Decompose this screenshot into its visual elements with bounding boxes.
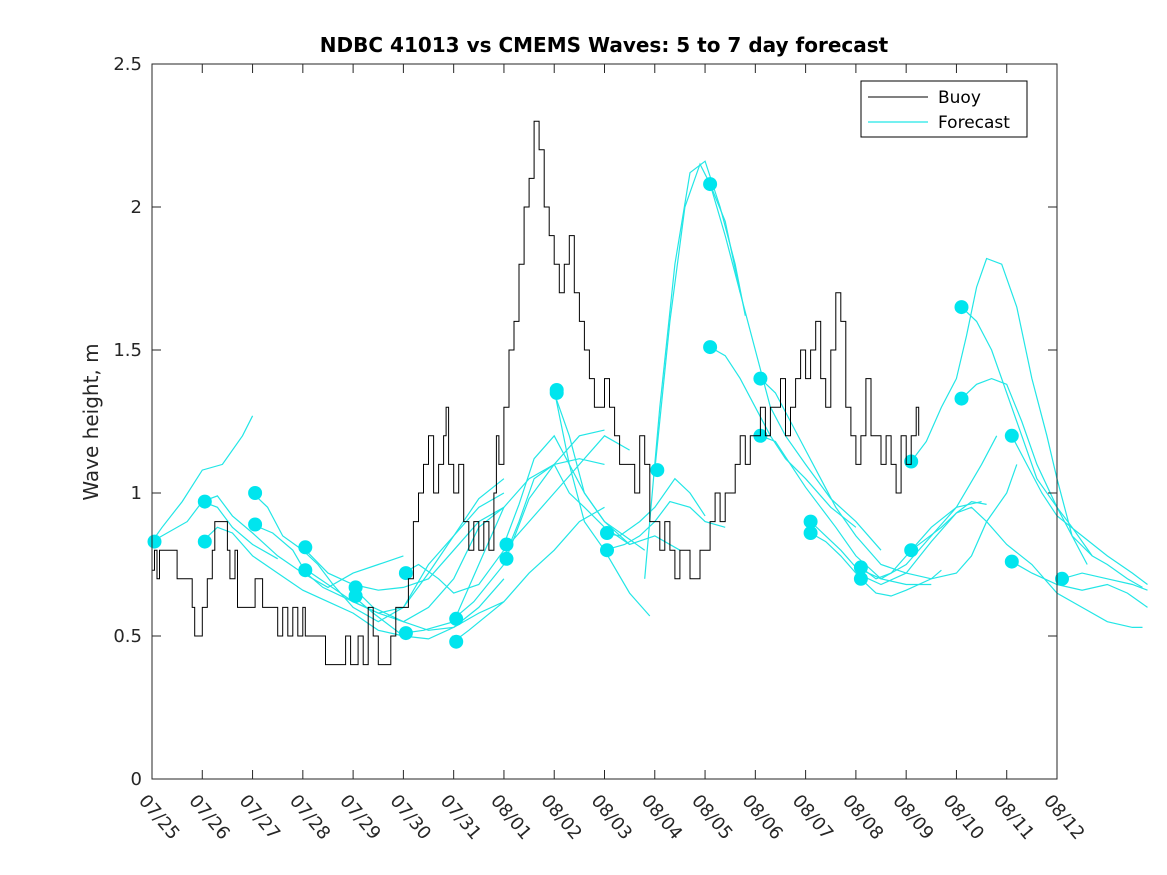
forecast-line-29 — [860, 569, 942, 597]
forecast-marker-33 — [1004, 554, 1019, 569]
y-tick-label-4: 2 — [131, 197, 142, 218]
x-tick-label-6: 07/31 — [436, 791, 485, 844]
forecast-line-0 — [151, 415, 254, 542]
axes: 00.511.522.507/25 07/26 07/27 07/28 07/29 07/… — [113, 54, 1088, 844]
forecast-line-14 — [503, 434, 681, 551]
x-tick-label-1: 07/26 — [184, 791, 233, 844]
forecast-marker-9 — [398, 566, 413, 581]
forecast-line-30 — [910, 257, 1088, 565]
forecast-marker-8 — [348, 589, 363, 603]
chart-title: NDBC 41013 vs CMEMS Waves: 5 to 7 day fo… — [320, 33, 889, 57]
x-tick-label-15: 08/09 — [888, 791, 937, 844]
forecast-line-13 — [453, 506, 605, 643]
forecast-marker-34 — [1055, 571, 1069, 586]
forecast-line-24 — [759, 378, 1018, 580]
forecast-line-32 — [961, 306, 1093, 557]
x-tick-label-4: 07/29 — [335, 791, 384, 844]
x-tick-label-2: 07/27 — [235, 791, 284, 844]
x-tick-label-5: 07/30 — [386, 791, 435, 844]
y-tick-label-0: 0 — [131, 769, 142, 790]
forecast-line-19 — [604, 500, 726, 551]
forecast-marker-21 — [703, 340, 718, 355]
legend-forecast-label: Forecast — [938, 113, 1010, 133]
forecast-marker-17 — [600, 526, 614, 540]
x-tick-label-13: 08/07 — [788, 791, 837, 844]
forecast-marker-5 — [298, 540, 313, 555]
forecast-marker-11 — [449, 611, 464, 626]
forecast-marker-32 — [1004, 428, 1019, 443]
forecast-line-8 — [352, 586, 505, 631]
forecast-marker-29 — [904, 543, 919, 558]
x-tick-label-11: 08/05 — [687, 791, 736, 844]
forecast-marker-24 — [803, 514, 818, 529]
x-tick-label-12: 08/06 — [738, 791, 787, 844]
forecast-marker-19 — [650, 463, 665, 478]
forecast-marker-26 — [853, 560, 868, 575]
forecast-marker-6 — [298, 563, 313, 578]
forecast-line-16 — [553, 389, 651, 617]
forecast-marker-27 — [853, 571, 868, 586]
forecast-marker-4 — [248, 517, 263, 532]
forecast-line-22 — [709, 183, 882, 551]
forecast-line-28 — [860, 501, 982, 580]
legend-buoy-label: Buoy — [938, 88, 981, 108]
forecast-line-11 — [403, 458, 605, 634]
forecast-marker-10 — [398, 626, 413, 641]
forecast-marker-3 — [248, 486, 263, 500]
plot-area — [147, 120, 1148, 666]
forecast-marker-22 — [753, 371, 768, 386]
x-tick-label-8: 08/02 — [536, 791, 585, 844]
x-tick-label-14: 08/08 — [838, 791, 887, 844]
forecast-line-36 — [1061, 572, 1148, 591]
x-tick-label-9: 08/03 — [587, 791, 636, 844]
forecast-marker-18 — [600, 543, 614, 558]
legend: Buoy Forecast — [860, 80, 1028, 138]
legend-box — [860, 80, 1028, 138]
forecast-line-31 — [910, 506, 1143, 628]
y-axis-label: Wave height, m — [79, 343, 103, 500]
forecast-line-3 — [201, 526, 404, 637]
y-tick-label-5: 2.5 — [113, 54, 142, 75]
forecast-marker-14 — [499, 551, 514, 566]
axes-box — [151, 63, 1058, 780]
y-tick-label-3: 1.5 — [113, 340, 142, 361]
forecast-marker-2 — [197, 534, 212, 549]
forecast-line-33 — [961, 377, 1143, 588]
forecast-line-27 — [810, 500, 987, 586]
forecast-marker-16 — [549, 385, 564, 400]
y-tick-label-1: 0.5 — [113, 626, 142, 647]
forecast-line-18 — [604, 477, 706, 537]
forecast-line-35 — [1011, 561, 1148, 608]
forecast-marker-31 — [954, 391, 969, 406]
forecast-line-17 — [553, 392, 646, 551]
forecast-line-2 — [202, 495, 404, 589]
x-tick-label-18: 08/12 — [1039, 791, 1088, 844]
forecast-marker-1 — [197, 494, 212, 509]
forecast-marker-20 — [703, 177, 718, 192]
forecast-line-20 — [644, 160, 746, 579]
x-tick-label-3: 07/28 — [285, 791, 334, 844]
forecast-line-6 — [302, 506, 505, 591]
x-tick-label-10: 08/04 — [637, 791, 686, 844]
forecast-marker-0 — [147, 534, 162, 549]
forecast-marker-30 — [954, 300, 969, 315]
buoy-line — [152, 120, 920, 666]
forecast-line-34 — [1011, 435, 1148, 585]
x-tick-label-7: 08/01 — [486, 791, 535, 844]
forecast-line-12 — [453, 429, 605, 620]
x-tick-label-0: 07/25 — [134, 791, 183, 844]
forecast-line-26 — [810, 435, 998, 580]
forecast-line-15 — [503, 463, 630, 560]
forecast-line-4 — [252, 478, 505, 623]
x-tick-label-17: 08/11 — [989, 791, 1038, 844]
forecast-marker-25 — [803, 526, 818, 540]
forecast-line-23 — [709, 346, 857, 528]
forecast-marker-13 — [499, 537, 514, 552]
forecast-line-25 — [760, 435, 932, 586]
forecast-line-21 — [654, 162, 741, 471]
forecast-marker-12 — [449, 634, 464, 649]
y-tick-label-2: 1 — [131, 483, 142, 504]
x-tick-label-16: 08/10 — [939, 791, 988, 844]
